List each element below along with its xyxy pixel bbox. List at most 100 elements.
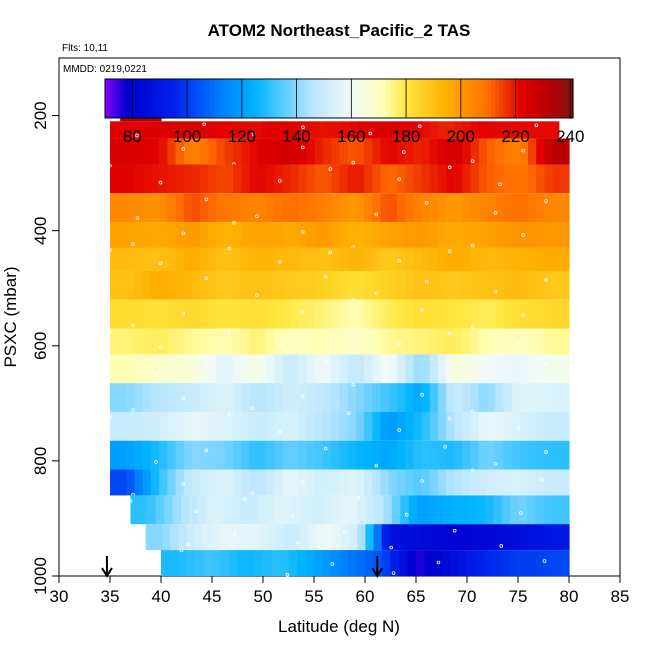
heat-cell: [265, 354, 275, 384]
heat-cell: [134, 354, 144, 384]
heat-cell: [495, 138, 505, 165]
heat-cell: [372, 164, 382, 194]
heat-cell: [200, 354, 209, 384]
heat-cell: [424, 550, 434, 576]
heat-cell: [349, 495, 359, 525]
observation-marker: [154, 460, 158, 464]
heat-cell: [405, 193, 414, 223]
heat-cell: [323, 222, 332, 248]
heat-cell: [142, 164, 152, 194]
heat-cell: [323, 138, 332, 165]
heat-cell: [181, 495, 191, 525]
observation-marker: [498, 182, 502, 187]
observation-marker: [301, 125, 305, 130]
heat-cell: [257, 164, 267, 194]
heat-cell: [484, 550, 494, 576]
heat-cell: [454, 299, 464, 329]
heat-cell: [536, 138, 546, 165]
heat-cell: [536, 164, 546, 194]
colorbar-segment: [534, 79, 539, 118]
heat-cell: [170, 524, 179, 551]
colorbar-segment: [296, 79, 301, 118]
heat-cell: [191, 440, 201, 470]
colorbar-frame: [104, 78, 574, 119]
x-tick-label: 65: [407, 587, 426, 606]
heat-cell: [528, 354, 537, 384]
heat-cell: [208, 270, 218, 300]
colorbar-segment: [257, 79, 262, 118]
heat-cell: [396, 354, 406, 384]
heat-cell: [280, 550, 290, 576]
observation-marker: [470, 159, 475, 163]
heat-cell: [200, 383, 209, 412]
heat-cell: [273, 383, 283, 412]
heat-cell: [441, 550, 451, 576]
heat-cell: [413, 270, 423, 300]
chart-title: ATOM2 Northeast_Pacific_2 TAS: [208, 21, 471, 40]
colorbar-segment: [510, 79, 516, 118]
heat-cell: [183, 138, 193, 165]
heat-cell: [216, 193, 226, 223]
x-axis: 30 35 40 45 50 55 60 65 70 75 80 85: [50, 576, 629, 606]
heat-cell: [257, 469, 267, 496]
heat-cell: [175, 328, 185, 355]
heat-cell: [159, 247, 168, 271]
heat-cell: [249, 469, 259, 496]
heat-cell: [158, 121, 167, 139]
heat-cell: [380, 411, 390, 441]
heat-cell: [380, 247, 390, 271]
colorbar-segment: [498, 79, 504, 118]
heat-cell: [552, 440, 562, 470]
heat-cell: [306, 328, 316, 355]
heat-cell: [544, 469, 554, 496]
latitude-arrow: [371, 556, 384, 578]
heat-cell: [175, 411, 185, 441]
heat-cell: [278, 121, 287, 139]
heat-cell: [528, 411, 537, 441]
observation-marker: [452, 528, 457, 533]
heat-cell: [134, 193, 144, 223]
observation-marker: [539, 477, 544, 482]
heat-cell: [241, 164, 250, 194]
heat-cell: [429, 193, 439, 223]
heat-cell: [372, 383, 382, 412]
heat-cell: [519, 383, 529, 412]
heat-cell: [134, 222, 144, 248]
heat-cell: [110, 193, 119, 223]
heat-cell: [366, 495, 376, 525]
heat-cell: [194, 524, 204, 551]
heat-cell: [470, 164, 480, 194]
observation-marker: [397, 341, 401, 346]
colorbar-segment: [128, 79, 133, 118]
heat-cell: [364, 411, 373, 441]
heat-cell: [552, 383, 562, 412]
colorbar-segment: [120, 79, 126, 118]
heat-cell: [142, 328, 152, 355]
heat-cell: [413, 469, 423, 496]
heat-cell: [331, 270, 341, 300]
heat-cell: [413, 138, 423, 165]
heat-cell: [200, 299, 209, 329]
heat-cell: [265, 328, 275, 355]
colorbar-segment: [179, 79, 184, 118]
x-tick-label: 75: [509, 587, 528, 606]
heat-cell: [396, 299, 406, 329]
observation-marker: [447, 165, 452, 170]
heat-cell: [306, 270, 316, 300]
colorbar-segment: [432, 79, 438, 118]
heat-cell: [246, 550, 256, 576]
heat-cell: [178, 550, 188, 576]
heat-cell: [536, 270, 546, 300]
heat-cell: [495, 222, 505, 248]
heat-cell: [243, 524, 253, 551]
colorbar-segment: [389, 79, 395, 118]
colorbar-segment: [222, 79, 227, 118]
heat-cell: [159, 222, 168, 248]
heat-cell: [200, 440, 209, 470]
heat-cell: [273, 299, 283, 329]
heat-cell: [224, 193, 234, 223]
colorbar-tick-label: 240: [556, 127, 584, 146]
heat-cell: [282, 440, 291, 470]
observation-marker: [424, 279, 429, 284]
heat-cell: [257, 328, 267, 355]
